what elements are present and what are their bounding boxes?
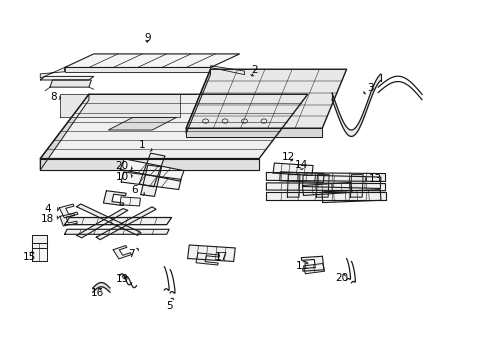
Polygon shape (303, 264, 324, 274)
Polygon shape (40, 94, 89, 170)
Text: 6: 6 (131, 185, 144, 195)
Polygon shape (186, 69, 346, 128)
Text: 8: 8 (50, 92, 60, 102)
Polygon shape (139, 153, 164, 187)
Polygon shape (121, 172, 181, 189)
Text: 7: 7 (128, 248, 138, 259)
Polygon shape (59, 204, 78, 218)
Polygon shape (103, 191, 126, 206)
Polygon shape (113, 246, 131, 259)
Text: 17: 17 (214, 252, 227, 262)
Text: 2: 2 (250, 65, 257, 76)
Polygon shape (186, 69, 210, 134)
Text: 14: 14 (294, 160, 307, 170)
Polygon shape (77, 204, 141, 235)
Text: 19: 19 (115, 274, 128, 284)
Polygon shape (40, 67, 64, 78)
Text: 5: 5 (165, 298, 173, 311)
Text: 1: 1 (139, 140, 152, 151)
Polygon shape (301, 256, 324, 271)
Polygon shape (40, 76, 94, 80)
Polygon shape (186, 128, 322, 137)
Text: 18: 18 (41, 213, 58, 224)
Polygon shape (32, 243, 46, 261)
Polygon shape (64, 229, 169, 234)
Text: 9: 9 (143, 33, 150, 43)
Polygon shape (96, 207, 156, 240)
Text: 16: 16 (91, 288, 104, 297)
Polygon shape (120, 197, 140, 206)
Text: 13: 13 (365, 174, 382, 184)
Polygon shape (108, 117, 176, 130)
Polygon shape (187, 245, 235, 261)
Polygon shape (287, 175, 299, 197)
Polygon shape (266, 172, 385, 181)
Polygon shape (266, 183, 385, 191)
Polygon shape (350, 175, 363, 197)
Polygon shape (141, 165, 161, 197)
Text: 15: 15 (23, 252, 36, 262)
Text: 10: 10 (115, 172, 132, 182)
Polygon shape (302, 183, 351, 195)
Polygon shape (273, 163, 312, 176)
Text: 3: 3 (363, 83, 373, 94)
Polygon shape (196, 253, 219, 265)
Polygon shape (32, 235, 46, 248)
Polygon shape (50, 80, 91, 87)
Text: 12: 12 (281, 152, 294, 162)
Polygon shape (64, 67, 210, 72)
Polygon shape (77, 208, 127, 238)
Polygon shape (64, 54, 239, 67)
Polygon shape (60, 94, 180, 117)
Text: 11: 11 (296, 261, 309, 271)
Text: 20: 20 (115, 161, 132, 171)
Polygon shape (302, 175, 380, 189)
Text: 4: 4 (44, 204, 58, 214)
Polygon shape (120, 159, 183, 181)
Polygon shape (40, 158, 259, 170)
Polygon shape (64, 217, 171, 225)
Polygon shape (266, 192, 385, 200)
Polygon shape (40, 94, 307, 158)
Polygon shape (321, 190, 380, 203)
Polygon shape (316, 175, 328, 197)
Polygon shape (279, 172, 324, 183)
Polygon shape (210, 66, 244, 75)
Text: 20: 20 (334, 273, 347, 283)
Polygon shape (60, 213, 77, 226)
